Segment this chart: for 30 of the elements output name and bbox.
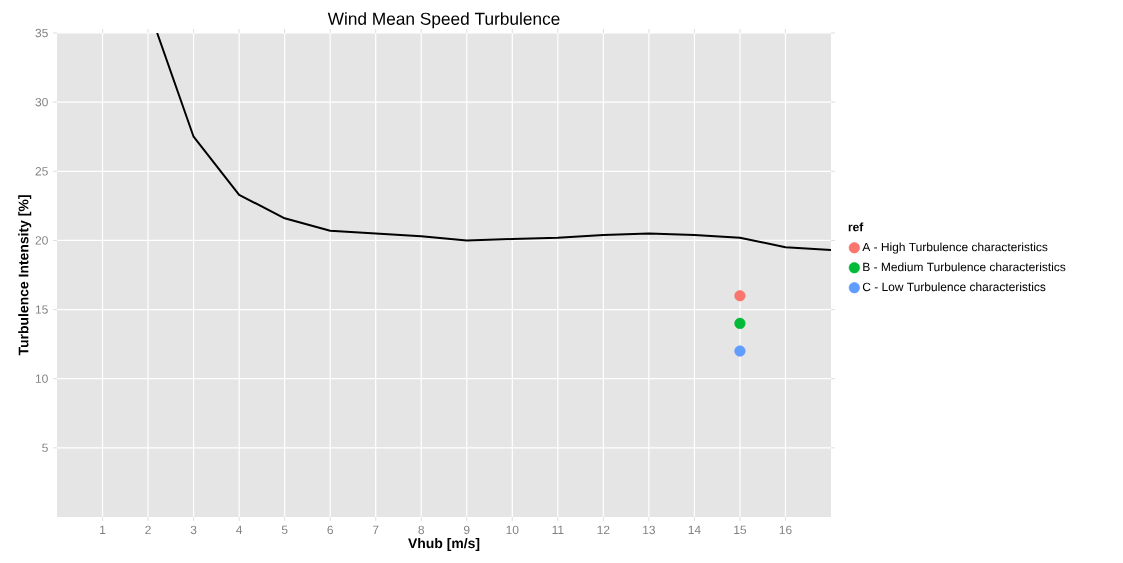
x-tick-label: 13 [643, 525, 656, 535]
x-tick-label: 8 [418, 525, 425, 535]
y-tick-label: 15 [35, 305, 48, 314]
legend-label: A - High Turbulence characteristics [862, 242, 1048, 254]
y-tick-label: 10 [35, 374, 48, 383]
x-tick-label: 5 [281, 525, 288, 535]
legend-label: B - Medium Turbulence characteristics [863, 262, 1066, 272]
x-axis-title: Vhub [m/s] [408, 537, 480, 551]
x-tick-label: 1 [100, 525, 106, 534]
x-tick-label: 15 [734, 525, 747, 535]
x-tick-label: 2 [145, 525, 151, 535]
x-tick-label: 10 [506, 525, 519, 535]
y-tick-label: 20 [35, 236, 48, 245]
y-tick-label: 30 [35, 97, 48, 107]
x-tick-label: 9 [464, 525, 470, 535]
x-tick-label: 7 [372, 525, 379, 534]
x-tick-label: 16 [779, 525, 792, 535]
legend-title: ref [848, 222, 864, 232]
x-tick-label: 14 [688, 525, 701, 534]
x-tick-label: 4 [236, 525, 243, 534]
x-tick-label: 3 [190, 525, 197, 535]
x-tick-label: 11 [552, 525, 564, 534]
y-tick-label: 5 [42, 443, 48, 453]
y-tick-label: 25 [35, 167, 48, 176]
chart-title: Wind Mean Speed Turbulence [327, 12, 560, 29]
y-tick-label: 35 [35, 28, 48, 38]
legend-label: C - Low Turbulence characteristics [862, 282, 1046, 292]
x-tick-label: 12 [597, 525, 610, 535]
x-tick-label: 6 [327, 525, 333, 535]
y-axis-title: Turbulence Intensity [%] [18, 195, 32, 356]
